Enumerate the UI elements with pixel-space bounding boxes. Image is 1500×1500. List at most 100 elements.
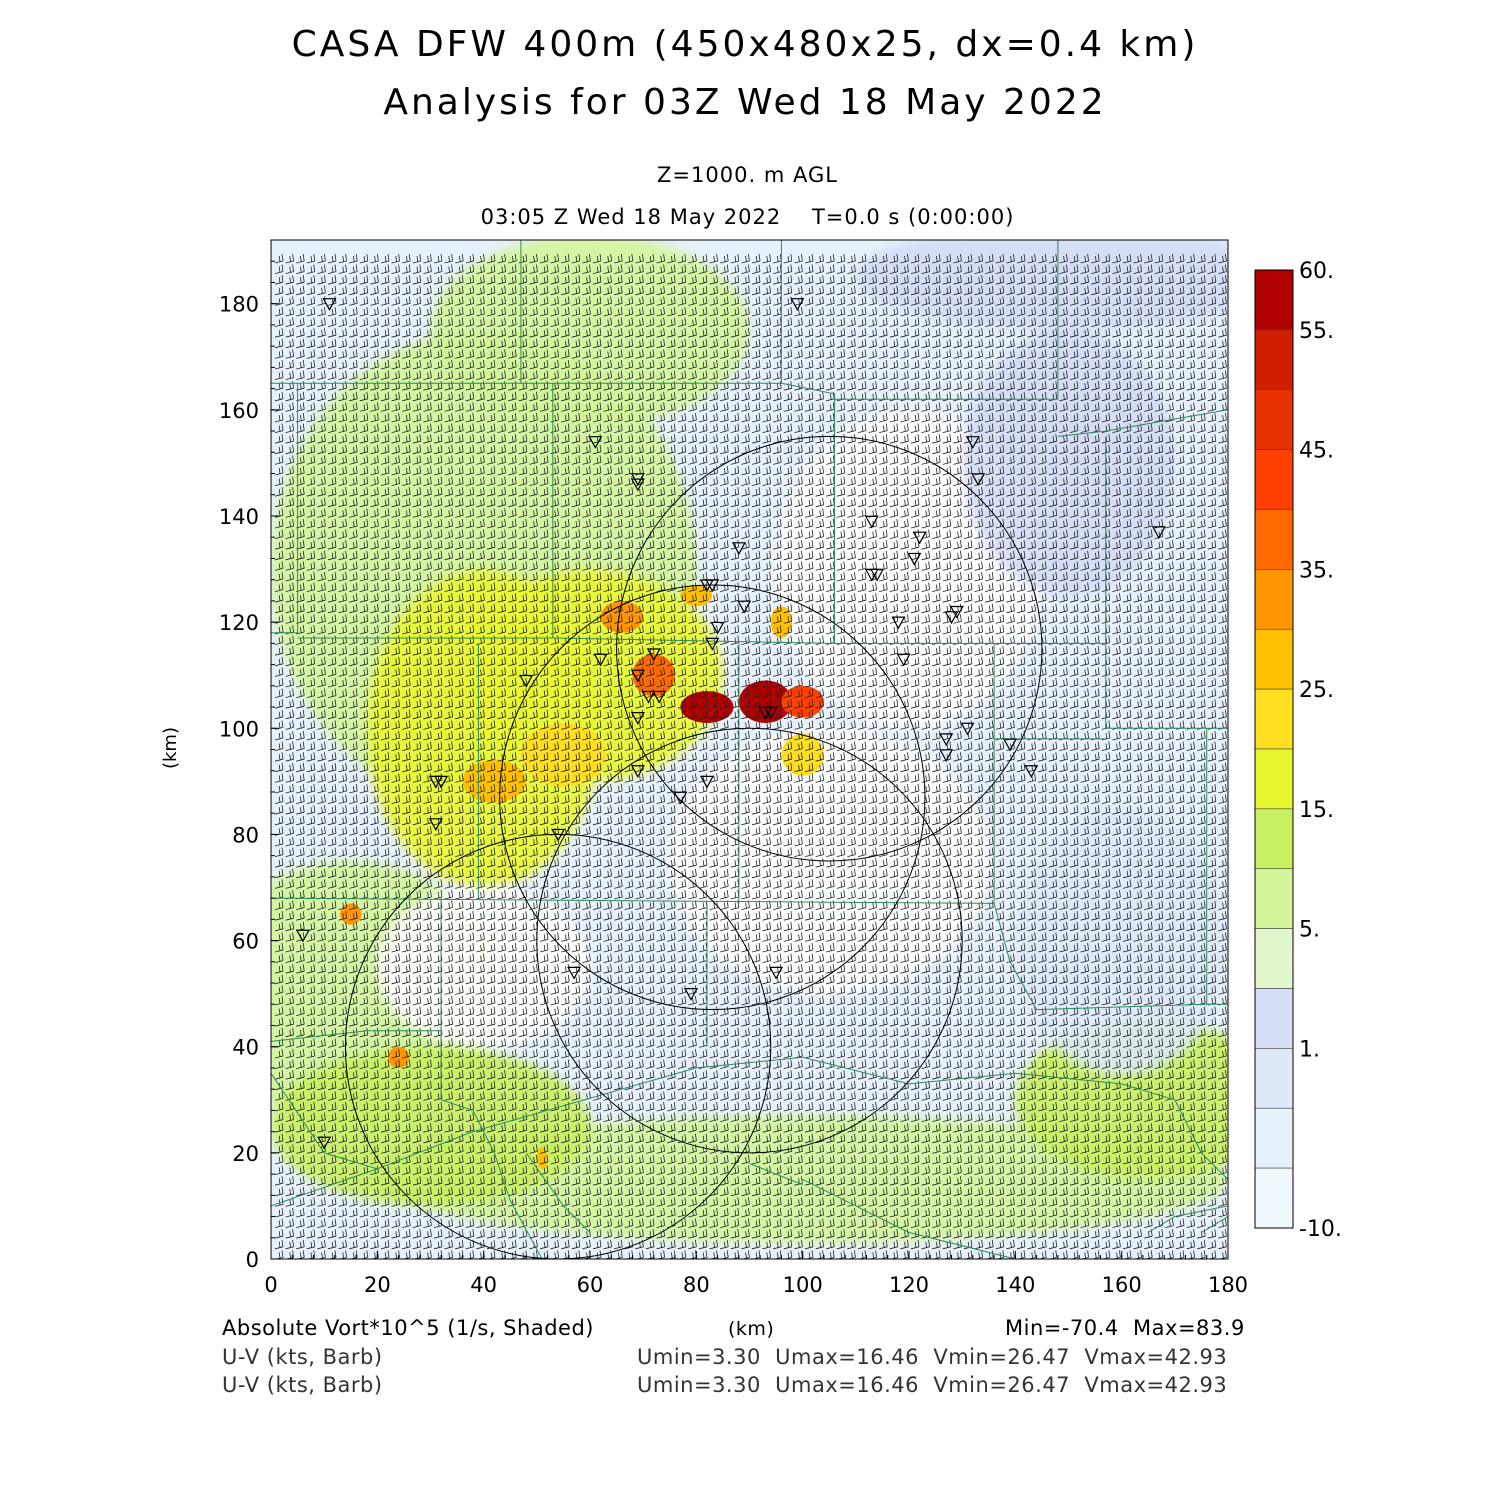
y-axis: 0 20 40 60 80 100 120 140 160 180 (219, 239, 279, 1272)
y-tick-label: 20 (232, 1142, 259, 1166)
county-line (271, 1030, 442, 1042)
x-tick-label: 100 (783, 1273, 823, 1297)
colorbar-swatch (1254, 808, 1294, 870)
colorbar-swatch (1254, 269, 1294, 331)
station-marker (907, 552, 922, 566)
station-marker (646, 648, 661, 662)
station-marker (870, 568, 885, 582)
station-marker (630, 712, 645, 725)
county-line (271, 1056, 1228, 1207)
colorbar-swatch (1254, 1107, 1294, 1169)
county-line (1057, 409, 1228, 437)
station-marker (891, 616, 906, 630)
footer-barb-label-1: U-V (kts, Barb) (222, 1345, 383, 1369)
station-marker (317, 1136, 332, 1150)
range-ring (536, 727, 963, 1154)
vorticity-blob (387, 1046, 410, 1068)
footer-barb-stats-2: Umin=3.30 Umax=16.46 Vmin=26.47 Vmax=42.… (637, 1373, 1228, 1397)
colorbar-swatch (1254, 569, 1294, 630)
station-marker (939, 733, 954, 747)
vorticity-blob (738, 680, 793, 723)
county-boundaries (271, 240, 1228, 1259)
county-line (1201, 1216, 1228, 1233)
county-line (525, 1152, 591, 1233)
station-marker (593, 653, 608, 667)
wind-barb-field (274, 253, 1227, 1259)
county-line (271, 1072, 378, 1170)
colorbar-swatch (1254, 868, 1294, 929)
station-marker (912, 531, 927, 545)
range-ring (616, 435, 1043, 862)
vorticity-blob (770, 606, 793, 639)
county-line (993, 903, 1207, 1011)
colorbar-swatch (1254, 928, 1294, 989)
county-line (1148, 1205, 1228, 1233)
valid-time-label: 03:05 Z Wed 18 May 2022 T=0.0 s (0:00:00… (480, 205, 1015, 229)
shading-region (1015, 1020, 1228, 1180)
station-marker (705, 637, 720, 651)
footer-barb-label-2: U-V (kts, Barb) (222, 1373, 383, 1397)
station-marker (673, 791, 688, 805)
vorticity-blob (340, 903, 362, 925)
y-tick-label: 100 (219, 717, 259, 741)
station-marker (864, 515, 879, 529)
station-marker (939, 749, 954, 763)
shading-region (962, 330, 1175, 596)
county-line (440, 898, 543, 1259)
range-ring (344, 833, 772, 1259)
y-tick-label: 160 (219, 399, 259, 423)
station-marker (949, 605, 964, 619)
station-marker (960, 722, 975, 736)
station-marker (705, 579, 720, 593)
station-marker (295, 929, 310, 943)
y-tick-label: 40 (232, 1036, 259, 1060)
y-tick-label: 80 (232, 823, 259, 847)
vorticity-blob (781, 685, 824, 718)
vorticity-blob (520, 722, 606, 787)
station-marker (652, 690, 667, 704)
station-marker (1151, 526, 1166, 540)
station-marker (684, 988, 699, 1001)
y-axis-label: (km) (160, 727, 181, 769)
colorbar-swatch (1254, 1167, 1294, 1229)
colorbar-label: 25. (1299, 678, 1334, 703)
station-marker (1003, 738, 1018, 752)
x-tick-label: 40 (470, 1273, 497, 1297)
colorbar-swatch (1254, 1048, 1294, 1109)
station-marker (434, 775, 449, 789)
county-line (834, 240, 1059, 400)
county-line (271, 383, 299, 634)
y-tick-label: 0 (246, 1248, 259, 1272)
county-line (802, 1178, 1016, 1259)
x-tick-label: 0 (264, 1273, 277, 1297)
colorbar-swatch (1254, 329, 1294, 391)
station-marker (1024, 765, 1039, 778)
y-tick-label: 140 (219, 505, 259, 529)
plot-area (271, 240, 1228, 1259)
station-marker (322, 298, 337, 311)
wind-barbs (274, 253, 1227, 1259)
colorbar-label: 15. (1299, 798, 1334, 823)
y-tick-label: 120 (219, 611, 259, 635)
station-marker (519, 674, 534, 688)
station-marker (588, 436, 603, 449)
y-tick-label: 60 (232, 930, 259, 954)
footer-barb-stats-1: Umin=3.30 Umax=16.46 Vmin=26.47 Vmax=42.… (637, 1345, 1228, 1369)
title-line-1: CASA DFW 400m (450x480x25, dx=0.4 km) (291, 24, 1199, 65)
colorbar-swatch (1254, 509, 1294, 570)
radar-range-rings (344, 435, 1043, 1259)
x-tick-label: 20 (364, 1273, 391, 1297)
x-axis: 0 20 40 60 80 100 120 140 160 180 (264, 1251, 1248, 1297)
station-marker (699, 775, 714, 789)
station-marker (763, 706, 778, 720)
colorbar-label: 55. (1299, 319, 1334, 344)
vorticity-blob (781, 733, 824, 777)
x-tick-label: 80 (683, 1273, 710, 1297)
colorbar-swatch (1254, 628, 1294, 690)
station-marker (769, 966, 784, 980)
station-marker (971, 473, 986, 487)
station-marker (737, 600, 752, 614)
vorticity-blob (680, 691, 734, 723)
station-marker (551, 828, 566, 842)
colorbar-label: 60. (1299, 259, 1334, 284)
